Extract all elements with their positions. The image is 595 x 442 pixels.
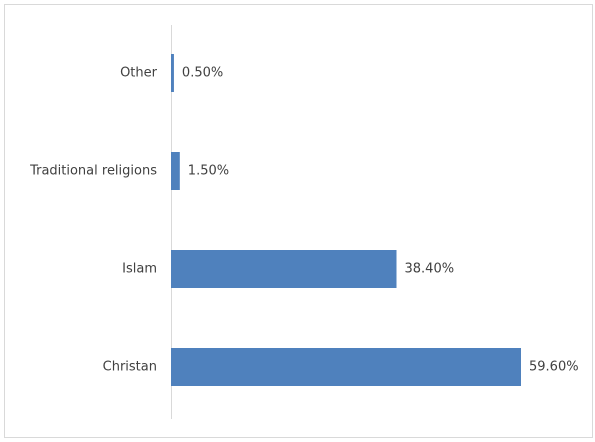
bar-christan (171, 348, 521, 386)
value-label-traditional-religions: 1.50% (188, 164, 229, 179)
value-label-christan: 59.60% (529, 360, 579, 375)
category-labels-group: Other Traditional religions Islam Christan (29, 66, 158, 375)
value-label-islam: 38.40% (405, 262, 455, 277)
bar-islam (171, 250, 397, 288)
category-label-islam: Islam (122, 262, 157, 277)
bar-other (171, 54, 174, 92)
bar-traditional-religions (171, 152, 180, 190)
value-labels-group: 0.50% 1.50% 38.40% 59.60% (182, 66, 579, 375)
category-label-christan: Christan (103, 360, 157, 375)
bars-group (171, 54, 521, 386)
value-label-other: 0.50% (182, 66, 223, 81)
category-label-traditional-religions: Traditional religions (29, 164, 157, 179)
chart-frame: Other Traditional religions Islam Christan … (4, 4, 593, 438)
category-label-other: Other (120, 66, 158, 81)
